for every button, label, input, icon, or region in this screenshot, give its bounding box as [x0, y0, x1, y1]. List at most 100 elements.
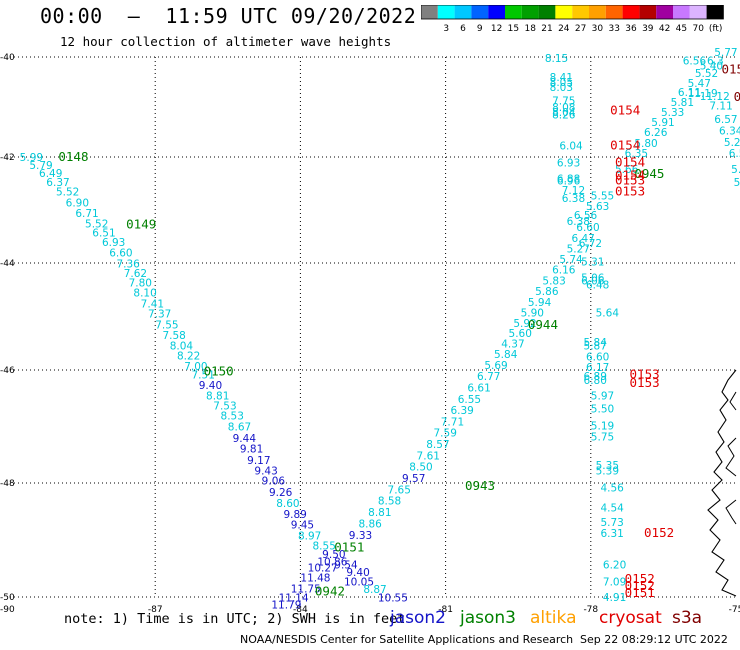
pass-time-label: 0153 [615, 173, 645, 188]
swh-value: 7.41 [141, 298, 164, 310]
swh-value: 8.08 [552, 102, 575, 114]
swh-value: 5.87 [584, 341, 607, 353]
swh-value: 6.17 [586, 362, 609, 374]
swh-value: 5.19 [591, 420, 614, 432]
pass-time-label: 0154 [610, 138, 640, 153]
swh-value: 5.74 [559, 254, 583, 266]
pass-time-label: 0154 [615, 167, 645, 182]
pass-time-label: 0945 [634, 166, 664, 181]
swh-value: 8.15 [545, 53, 568, 65]
swh-value: 7.55 [155, 319, 178, 331]
legend-jason3: jason3 [460, 608, 516, 628]
swh-value: 9.40 [346, 567, 369, 579]
swh-value: 9.89 [283, 509, 306, 521]
swh-value: 5.83 [542, 275, 565, 287]
colorbar-tick-label: 24 [558, 24, 570, 34]
swh-value: 9.54 [334, 560, 358, 572]
swh-value: 6.93 [102, 237, 125, 249]
pass-time-label: 0152 [644, 525, 674, 540]
page-subtitle: 12 hour collection of altimeter wave hei… [60, 34, 392, 49]
lat-tick-label: -48 [0, 479, 15, 489]
colorbar-swatch [589, 5, 606, 19]
colorbar-swatch [521, 5, 539, 19]
page-title: 00:00 – 11:59 UTC 09/20/2022 [40, 4, 417, 28]
swh-value: 5.35 [596, 460, 619, 472]
swh-value: 6.72 [579, 238, 602, 250]
legend-s3a: s3a [672, 608, 703, 628]
colorbar-tick-label: 45 [676, 24, 687, 34]
swh-value: 5.86 [535, 286, 559, 298]
swh-value: 6.38 [562, 193, 585, 205]
swh-value: 4.54 [600, 503, 624, 515]
pass-time-label: 0942 [315, 583, 345, 598]
swh-value: 6.26 [644, 127, 668, 139]
swh-value: 5.52 [85, 218, 108, 230]
swh-value: 7.53 [213, 401, 236, 413]
colorbar-tick-label: 36 [625, 24, 637, 34]
legend-cryosat: cryosat [599, 608, 662, 628]
colorbar-legend: 3 6 9 12 15 18 21 24 27 30 33 36 39 42 45 70 (ft) [421, 5, 724, 34]
colorbar-swatch [622, 5, 640, 19]
swh-value: 6.61 [467, 382, 490, 394]
swh-value: 5.33 [661, 107, 684, 119]
colorbar-tick-label: 27 [575, 24, 586, 34]
swh-value: 8.87 [363, 584, 386, 596]
swh-value: 8.97 [298, 530, 321, 542]
generated-timestamp: Sep 22 08:29:12 UTC 2022 [580, 633, 728, 646]
lat-tick-label: -46 [0, 366, 15, 376]
swh-value: 5.64 [596, 308, 620, 320]
grid [10, 56, 736, 598]
swh-value: 9.40 [199, 380, 222, 392]
swh-value: 8.26 [552, 110, 576, 122]
swh-value: 5.50 [591, 403, 614, 415]
swh-value: 5.06 [581, 273, 605, 285]
swh-value: 7.71 [441, 416, 464, 428]
colorbar-swatch [673, 5, 690, 19]
colorbar-tick-label: 15 [508, 24, 519, 34]
swh-value: 6.55 [458, 394, 481, 406]
swh-value: 7.09 [603, 577, 626, 589]
swh-value: 9.17 [247, 455, 270, 467]
swh-value: 6.34 [719, 126, 740, 138]
colorbar-swatch [538, 5, 556, 19]
pass-time-label: 0153 [734, 89, 740, 104]
pass-time-label: 0154 [615, 155, 645, 170]
corner-tick-label: -90 [0, 605, 15, 615]
swh-value: 6.80 [584, 375, 607, 387]
swh-value: 8.55 [313, 541, 336, 553]
swh-value: 9.26 [269, 487, 293, 499]
swh-value: 11.12 [700, 91, 730, 103]
colorbar-swatch [572, 5, 589, 19]
swh-value: 8.67 [228, 421, 251, 433]
colorbar-tick-label: 3 [443, 24, 449, 34]
colorbar-swatch [471, 5, 489, 19]
colorbar-swatch [555, 5, 573, 19]
swh-value: 4.91 [603, 592, 626, 604]
pass-time-label: 0154 [610, 103, 640, 118]
track-points: 5.995.796.496.375.526.906.715.526.516.93… [20, 47, 740, 611]
pass-time-label: 0153 [630, 375, 660, 390]
swh-value: 9.57 [402, 473, 425, 485]
pass-time-label: 0151 [334, 539, 364, 554]
swh-value: 9.50 [322, 549, 345, 561]
swh-value: 6.3 [707, 56, 724, 68]
coastline [707, 369, 737, 597]
swh-value: 10.27 [308, 562, 338, 574]
swh-value: 6.89 [584, 371, 607, 383]
swh-value: 5.63 [731, 164, 740, 176]
lon-tick-label: -75 [729, 605, 740, 615]
swh-value: 11.79 [271, 599, 301, 611]
swh-value: 6.88 [557, 173, 580, 185]
colorbar-tick-label: 21 [541, 24, 552, 34]
swh-value: 8.50 [409, 462, 432, 474]
footer-note: note: 1) Time is in UTC; 2) SWH is in fe… [64, 611, 406, 627]
legend-altika: altika [530, 608, 577, 628]
swh-value: 6.57 [714, 114, 737, 126]
lat-tick-label: -42 [0, 153, 15, 163]
swh-value: 5.31 [581, 257, 604, 269]
pass-time-label: 0153 [615, 184, 645, 199]
colorbar-tick-label: 6 [460, 24, 466, 34]
swh-value: 5.79 [29, 160, 52, 172]
swh-value: 4.56 [600, 483, 624, 495]
swh-value: 5.73 [600, 517, 623, 529]
